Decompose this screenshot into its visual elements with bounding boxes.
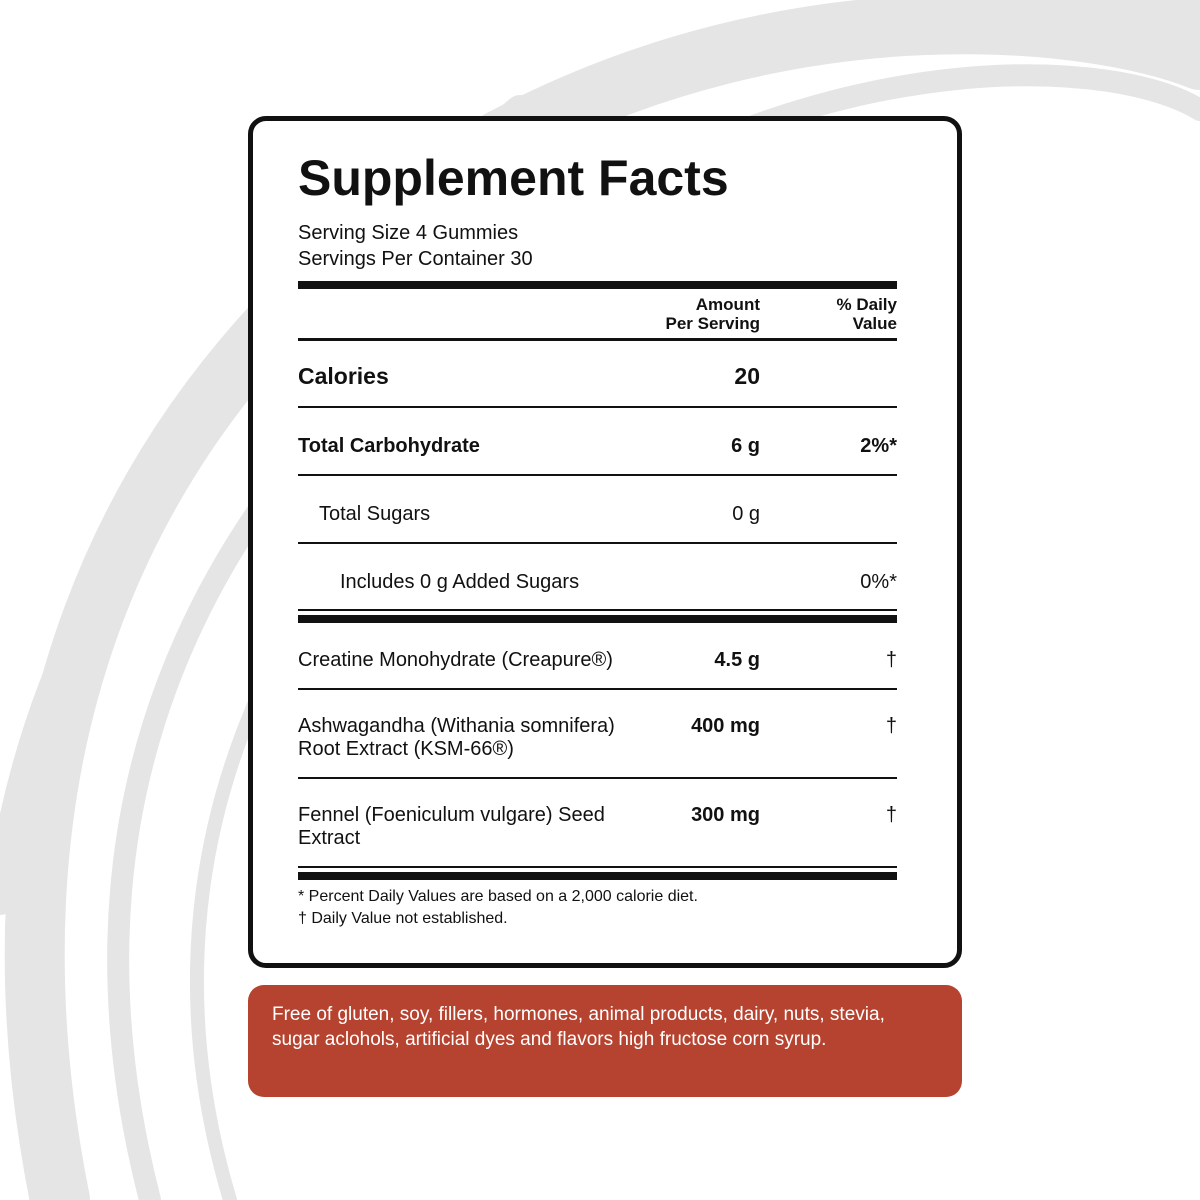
rule (298, 615, 897, 623)
rule (298, 688, 897, 690)
row-amount: 6 g (731, 435, 760, 457)
row-amount: 400 mg (691, 715, 760, 737)
column-header: Value (852, 314, 897, 333)
row-daily-value: 0%* (860, 571, 897, 593)
banner-text: sugar aclohols, artificial dyes and flav… (272, 1029, 827, 1050)
row-amount: 300 mg (691, 804, 760, 826)
row-name: Total Carbohydrate (298, 435, 480, 457)
title: Supplement Facts (298, 150, 729, 206)
row-daily-value: † (885, 715, 897, 737)
serving-size: Serving Size 4 Gummies (298, 222, 519, 244)
rule (298, 609, 897, 611)
row-amount: 4.5 g (714, 649, 760, 671)
banner-text: Free of gluten, soy, fillers, hormones, … (272, 1004, 885, 1025)
banner (248, 985, 962, 1097)
row-daily-value: † (885, 649, 897, 671)
row-name: Ashwagandha (Withania somnifera) (298, 715, 615, 737)
rule (298, 872, 897, 880)
row-name: Creatine Monohydrate (Creapure®) (298, 649, 613, 671)
rule (298, 542, 897, 544)
servings-per-container: Servings Per Container 30 (298, 248, 533, 270)
footnote: † Daily Value not established. (298, 910, 508, 927)
rule (298, 406, 897, 408)
column-header: Amount (695, 295, 760, 314)
column-header: % Daily (836, 295, 897, 314)
row-daily-value: † (885, 804, 897, 826)
rule (298, 474, 897, 476)
row-name: Includes 0 g Added Sugars (340, 571, 580, 593)
row-name: Total Sugars (319, 503, 431, 525)
row-amount: 0 g (732, 503, 760, 525)
rule (298, 281, 897, 289)
column-header: Per Serving (665, 314, 761, 333)
rule (298, 866, 897, 868)
footnote: * Percent Daily Values are based on a 2,… (298, 888, 698, 905)
row-name: Calories (298, 363, 389, 389)
row-daily-value: 2%* (860, 435, 897, 457)
row-name: Fennel (Foeniculum vulgare) Seed (298, 804, 605, 826)
rule (298, 777, 897, 779)
rule (298, 338, 897, 341)
row-amount: 20 (734, 363, 760, 389)
row-name: Root Extract (KSM-66®) (298, 738, 514, 760)
row-name: Extract (298, 827, 361, 849)
